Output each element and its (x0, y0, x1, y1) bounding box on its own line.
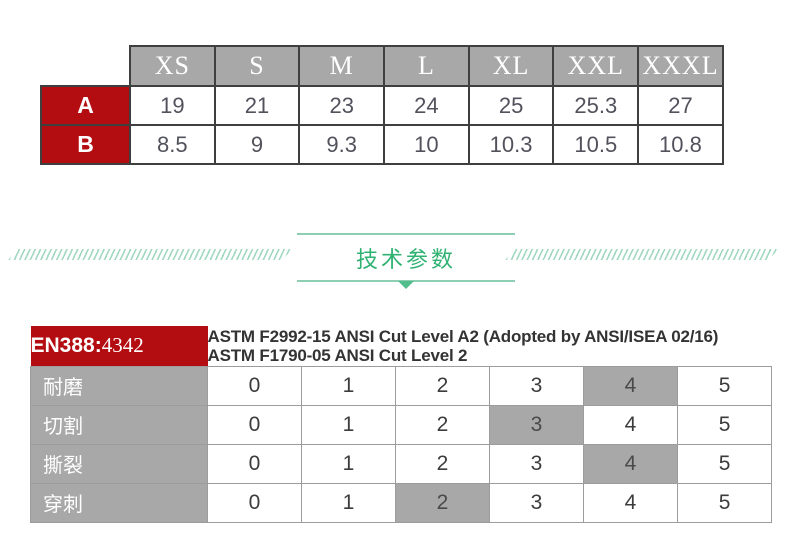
tech-rating-cell: 5 (676, 404, 773, 445)
size-value-cell: 10.8 (637, 124, 724, 165)
tech-rating-cell-highlighted: 4 (583, 365, 678, 406)
size-value-cell: 27 (637, 85, 724, 126)
size-value-cell: 19 (129, 85, 216, 126)
size-table-row: B 8.5 9 9.3 10 10.3 10.5 10.8 (40, 124, 724, 165)
size-value-cell: 8.5 (129, 124, 216, 165)
size-table-header-row: XS S M L XL XXL XXXL (41, 45, 724, 87)
tech-table: EN388:4342 ASTM F2992-15 ANSI Cut Level … (30, 326, 773, 523)
tech-rating-cell: 0 (207, 365, 302, 406)
size-value-cell: 25.3 (552, 85, 640, 126)
tech-row-label: 穿刺 (30, 482, 208, 523)
size-col-header: XXL (552, 45, 640, 87)
size-col-header: XXXL (637, 45, 724, 87)
size-value-cell: 10.5 (552, 124, 640, 165)
astm-standard-cell: ASTM F2992-15 ANSI Cut Level A2 (Adopted… (207, 326, 772, 366)
size-col-header: XS (129, 45, 216, 87)
tech-rating-cell: 1 (301, 482, 396, 523)
tech-rating-cell-highlighted: 4 (583, 443, 678, 484)
tech-rating-cell: 4 (583, 404, 678, 445)
hatch-pattern-left (8, 249, 293, 260)
tech-rating-cell: 1 (301, 404, 396, 445)
tech-table-row: 撕裂 0 1 2 3 4 5 (30, 443, 773, 484)
tech-rating-cell: 2 (395, 365, 490, 406)
tech-row-label: 撕裂 (30, 443, 208, 484)
size-value-cell: 24 (383, 85, 470, 126)
size-col-header: XL (467, 45, 555, 87)
tech-table-header-row: EN388:4342 ASTM F2992-15 ANSI Cut Level … (30, 326, 772, 366)
tech-rating-cell-highlighted: 2 (395, 482, 490, 523)
tech-rating-cell: 3 (489, 482, 584, 523)
size-value-cell: 9.3 (298, 124, 386, 165)
size-col-header: M (298, 45, 386, 87)
en388-code: 4342 (101, 333, 144, 358)
size-value-cell: 25 (467, 85, 555, 126)
tech-rating-cell: 0 (207, 443, 302, 484)
tech-rating-cell: 2 (395, 404, 490, 445)
tech-rating-cell: 3 (489, 443, 584, 484)
tech-rating-cell: 0 (207, 482, 302, 523)
tech-rating-cell: 1 (301, 365, 396, 406)
en388-standard-cell: EN388:4342 (30, 326, 208, 366)
section-divider: 技术参数 (297, 233, 515, 282)
tech-rating-cell: 2 (395, 443, 490, 484)
tech-table-row: 耐磨 0 1 2 3 4 5 (30, 365, 773, 406)
size-value-cell: 10.3 (467, 124, 555, 165)
size-value-cell: 23 (298, 85, 386, 126)
tech-rating-cell: 3 (489, 365, 584, 406)
size-col-header: S (213, 45, 301, 87)
section-title: 技术参数 (355, 246, 456, 272)
tech-rating-cell: 5 (676, 443, 773, 484)
tech-rating-cell: 5 (676, 482, 773, 523)
tech-rating-cell: 0 (207, 404, 302, 445)
tech-rating-cell: 5 (676, 365, 773, 406)
size-table-corner-blank (41, 46, 130, 86)
tech-rating-cell: 4 (583, 482, 678, 523)
size-value-cell: 10 (383, 124, 470, 165)
en388-label: EN388: (30, 334, 102, 358)
tech-rating-cell-highlighted: 3 (489, 404, 584, 445)
size-row-label: A (40, 85, 131, 126)
tech-row-label: 耐磨 (30, 365, 208, 406)
size-col-header: L (383, 45, 470, 87)
tech-row-label: 切割 (30, 404, 208, 445)
tech-rating-cell: 1 (301, 443, 396, 484)
hatch-pattern-right (505, 249, 779, 260)
triangle-down-icon (398, 281, 414, 289)
size-value-cell: 21 (213, 85, 301, 126)
astm-line-2: ASTM F1790-05 ANSI Cut Level 2 (207, 345, 468, 365)
tech-table-row: 切割 0 1 2 3 4 5 (30, 404, 773, 445)
size-row-label: B (40, 124, 131, 165)
astm-line-1: ASTM F2992-15 ANSI Cut Level A2 (Adopted… (207, 326, 719, 346)
size-table-row: A 19 21 23 24 25 25.3 27 (40, 85, 724, 126)
size-value-cell: 9 (213, 124, 301, 165)
size-table: XS S M L XL XXL XXXL A 19 21 23 24 25 25.3 27 B 8.5 9 9.3 1… (40, 45, 724, 165)
tech-table-row: 穿刺 0 1 2 3 4 5 (30, 482, 773, 523)
